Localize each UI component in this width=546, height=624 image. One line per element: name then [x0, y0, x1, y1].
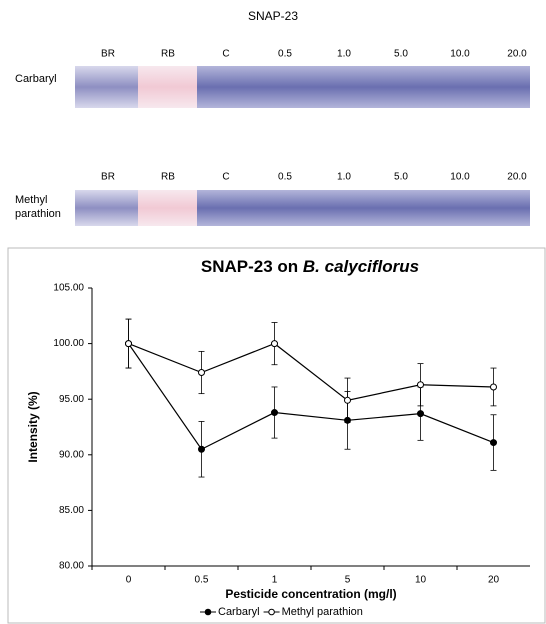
blot-lane [197, 190, 256, 226]
lane-label: 5.0 [394, 49, 408, 60]
lane-label: 10.0 [450, 172, 470, 183]
x-tick-label: 0.5 [195, 575, 209, 586]
legend-label: Methyl parathion [282, 606, 363, 618]
lane-label: 20.0 [507, 172, 527, 183]
point [126, 341, 132, 347]
point [418, 382, 424, 388]
blot-lane [197, 66, 256, 108]
point [418, 411, 424, 417]
y-tick-label: 80.00 [59, 561, 84, 572]
chart-title-part: B. calyciflorus [303, 257, 419, 276]
lane-label: 5.0 [394, 172, 408, 183]
y-tick-label: 85.00 [59, 505, 84, 516]
blot-lane [315, 190, 373, 226]
chart-title-part: SNAP-23 on [201, 257, 303, 276]
lane-label: RB [161, 49, 175, 60]
point [345, 397, 351, 403]
y-axis-label: Intensity (%) [26, 391, 40, 462]
lane-label: 0.5 [278, 49, 292, 60]
blot-lane [489, 190, 531, 226]
series-line [129, 344, 494, 401]
blot-row-label: Carbaryl [15, 73, 57, 85]
blot-row-label: Methyl [15, 194, 47, 206]
point [272, 341, 278, 347]
blot-lane [431, 66, 489, 108]
lane-label: RB [161, 172, 175, 183]
blot-lane [489, 66, 531, 108]
series-line [129, 344, 494, 450]
blot-lane [75, 190, 138, 226]
page: { "figure_title": "SNAP-23", "blots": [ … [0, 0, 546, 624]
chart-frame [8, 248, 545, 623]
lane-label: 20.0 [507, 49, 527, 60]
x-tick-label: 0 [126, 575, 132, 586]
blot-lane [373, 190, 431, 226]
x-tick-label: 20 [488, 575, 500, 586]
chart-title: SNAP-23 on B. calyciflorus [201, 257, 419, 276]
blot-lane [75, 66, 138, 108]
blot-lane [315, 66, 373, 108]
lane-label: 10.0 [450, 49, 470, 60]
x-axis-label: Pesticide concentration (mg/l) [225, 587, 396, 601]
point [199, 370, 205, 376]
legend-label: Carbaryl [218, 606, 260, 618]
lane-label: 1.0 [337, 49, 351, 60]
lane-label: C [222, 49, 229, 60]
lane-label: BR [101, 49, 115, 60]
figure-title: SNAP-23 [248, 9, 298, 23]
blot-lane [373, 66, 431, 108]
lane-label: BR [101, 172, 115, 183]
y-tick-label: 90.00 [59, 449, 84, 460]
x-tick-label: 1 [272, 575, 278, 586]
lane-label: 0.5 [278, 172, 292, 183]
legend-marker [269, 609, 275, 615]
lane-label: C [222, 172, 229, 183]
legend-marker [205, 609, 211, 615]
blot-lane [138, 190, 197, 226]
blot-lane [138, 66, 197, 108]
y-tick-label: 95.00 [59, 394, 84, 405]
blot-lane [256, 190, 315, 226]
y-tick-label: 100.00 [53, 338, 84, 349]
x-tick-label: 5 [345, 575, 351, 586]
point [491, 440, 497, 446]
blot-lane [431, 190, 489, 226]
point [199, 446, 205, 452]
lane-label: 1.0 [337, 172, 351, 183]
blot-row-label: parathion [15, 208, 61, 220]
blot-lane [256, 66, 315, 108]
point [491, 384, 497, 390]
x-tick-label: 10 [415, 575, 427, 586]
point [272, 410, 278, 416]
y-tick-label: 105.00 [53, 283, 84, 294]
figure: SNAP-23 Carbaryl BR RB C 0.5 1.0 5.0 10.0 20.0 Me… [0, 0, 546, 624]
